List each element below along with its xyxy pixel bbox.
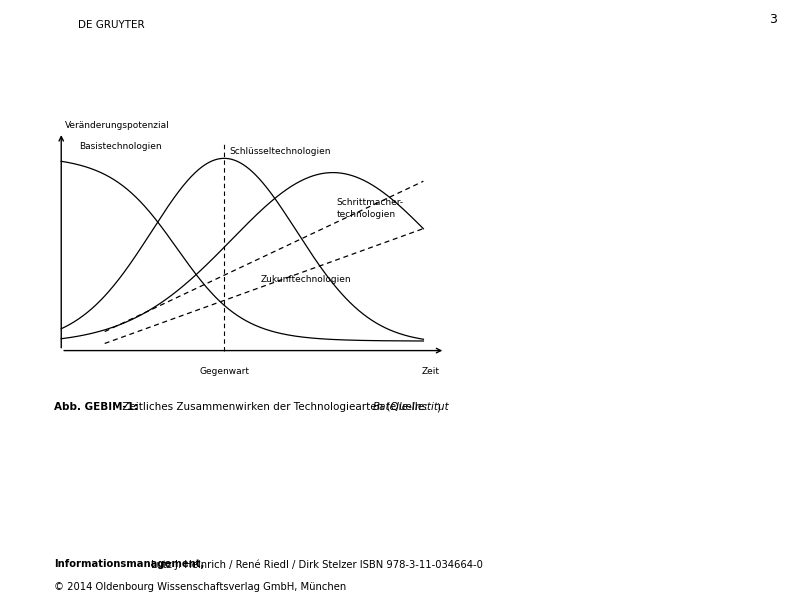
Text: Gegenwart: Gegenwart — [199, 367, 249, 376]
Text: Zeit: Zeit — [422, 367, 440, 376]
Text: ): ) — [437, 402, 441, 412]
Text: © 2014 Oldenbourg Wissenschaftsverlag GmbH, München: © 2014 Oldenbourg Wissenschaftsverlag Gm… — [54, 582, 346, 592]
Text: Zeitliches Zusammenwirken der Technologiearten (Quelle:: Zeitliches Zusammenwirken der Technologi… — [119, 402, 431, 412]
Text: Informationsmanagement,: Informationsmanagement, — [54, 559, 204, 569]
Text: DE GRUYTER: DE GRUYTER — [78, 20, 145, 30]
Text: Veränderungspotenzial: Veränderungspotenzial — [65, 121, 170, 130]
Text: 3: 3 — [769, 13, 777, 26]
Text: Schrittmacher-
technologien: Schrittmacher- technologien — [337, 198, 403, 219]
Text: Schlüsseltechnologien: Schlüsseltechnologien — [229, 147, 331, 156]
Text: DE: DE — [40, 11, 50, 20]
Text: Batelle-Institut: Batelle-Institut — [373, 402, 450, 412]
Text: Abb. GEBIM-1:: Abb. GEBIM-1: — [54, 402, 138, 412]
Text: Basistechnologien: Basistechnologien — [79, 142, 162, 151]
Text: Lutz J. Heinrich / René Riedl / Dirk Stelzer ISBN 978-3-11-034664-0: Lutz J. Heinrich / René Riedl / Dirk Ste… — [148, 559, 483, 570]
Text: G: G — [38, 32, 52, 49]
Text: Zukunftechnologien: Zukunftechnologien — [260, 275, 351, 284]
